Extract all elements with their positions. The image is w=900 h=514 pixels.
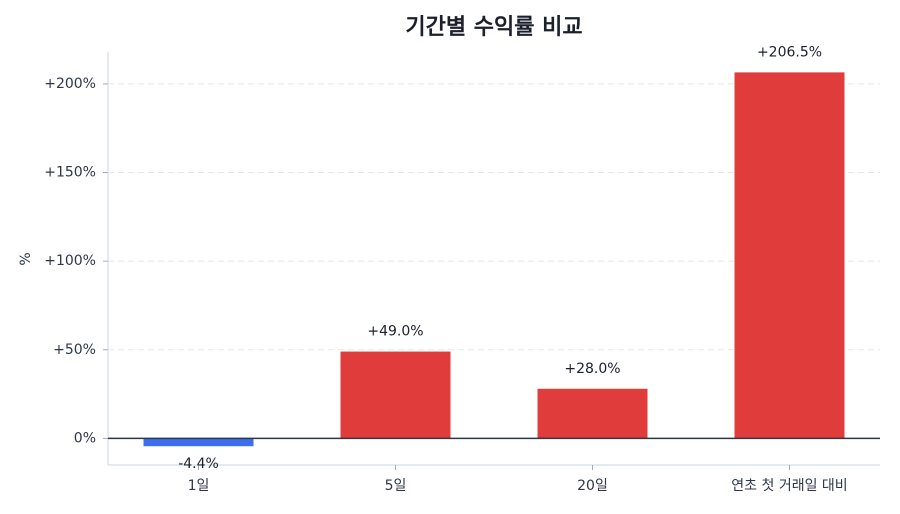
y-tick-label: 0%	[74, 430, 96, 446]
y-axis-label: %	[18, 252, 34, 265]
value-label: +49.0%	[367, 324, 423, 340]
bar	[734, 72, 845, 439]
value-label: +206.5%	[757, 44, 822, 60]
bar	[537, 388, 648, 439]
x-tick-label: 1일	[188, 478, 210, 494]
value-label: +28.0%	[564, 361, 620, 377]
bar	[340, 351, 451, 439]
y-tick-label: +100%	[44, 253, 96, 269]
x-tick-label: 20일	[577, 478, 608, 494]
y-tick-label: +150%	[44, 165, 96, 181]
value-label: -4.4%	[178, 456, 219, 472]
chart-title: 기간별 수익률 비교	[405, 15, 582, 40]
y-tick-label: +50%	[53, 342, 96, 358]
x-tick-label: 연초 첫 거래일 대비	[731, 478, 847, 494]
x-tick-label: 5일	[385, 478, 407, 494]
y-tick-label: +200%	[44, 76, 96, 92]
bar	[143, 438, 254, 447]
